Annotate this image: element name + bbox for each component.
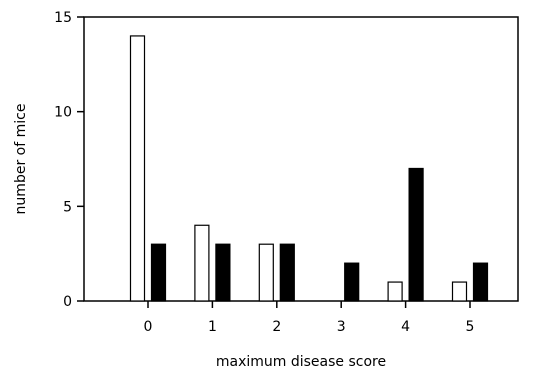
plot-frame [83, 16, 519, 302]
bar-open [387, 281, 403, 302]
bar-open [451, 281, 468, 302]
bar-filled [344, 262, 360, 302]
x-tick-label: 1 [208, 319, 217, 335]
x-axis: 0 1 2 3 4 5 [144, 301, 475, 335]
bars [129, 35, 489, 302]
x-tick-label: 3 [337, 319, 346, 335]
y-tick-label: 0 [63, 294, 72, 310]
bar-filled [408, 167, 424, 302]
y-tick-label: 10 [54, 105, 72, 121]
x-axis-title: maximum disease score [216, 354, 386, 370]
bar-filled [150, 243, 167, 302]
x-tick-label: 4 [401, 319, 410, 335]
x-tick-label: 5 [466, 319, 475, 335]
bar-open [129, 35, 146, 302]
x-tick-label: 2 [272, 319, 281, 335]
plot-area [83, 16, 519, 302]
y-axis-title: number of mice [13, 104, 29, 215]
bar-filled [215, 243, 231, 302]
y-axis: 0 5 10 15 [54, 10, 84, 310]
x-tick-label: 0 [144, 319, 153, 335]
bar-open [194, 224, 210, 302]
bar-filled [279, 243, 295, 302]
bar-filled [472, 262, 489, 302]
y-tick-label: 15 [54, 10, 72, 26]
bar-open [258, 243, 274, 302]
y-tick-label: 5 [63, 199, 72, 215]
